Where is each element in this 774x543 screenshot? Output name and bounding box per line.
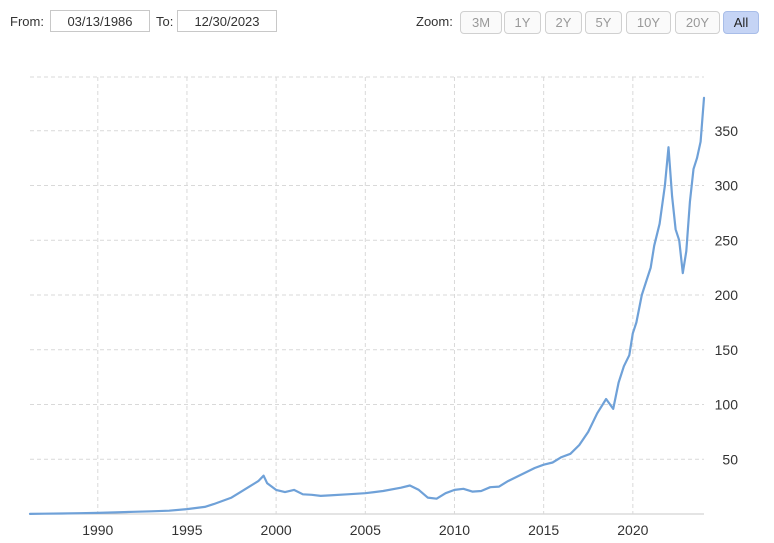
x-tick-label: 2010 — [439, 522, 470, 538]
series-line — [28, 96, 706, 516]
x-tick-label: 1995 — [171, 522, 202, 538]
zoom-button-3m[interactable]: 3M — [460, 11, 502, 34]
x-tick-label: 2015 — [528, 522, 559, 538]
grid-layer — [30, 76, 704, 515]
zoom-button-5y[interactable]: 5Y — [585, 11, 622, 34]
x-tick-label: 1990 — [82, 522, 113, 538]
zoom-button-20y[interactable]: 20Y — [675, 11, 720, 34]
to-label: To: — [156, 14, 174, 29]
x-tick-label: 2000 — [261, 522, 292, 538]
y-tick-label: 300 — [715, 178, 739, 194]
from-date-input[interactable] — [50, 10, 150, 32]
zoom-button-1y[interactable]: 1Y — [504, 11, 541, 34]
y-tick-label: 250 — [715, 232, 739, 248]
zoom-button-10y[interactable]: 10Y — [626, 11, 671, 34]
axis-labels: 50 100 150 200 250 300 350 1990 1995 2000 2005 2010… — [82, 123, 738, 538]
zoom-label: Zoom: — [416, 14, 453, 29]
y-tick-label: 350 — [715, 123, 739, 139]
zoom-button-all[interactable]: All — [723, 11, 759, 34]
to-date-input[interactable] — [177, 10, 277, 32]
x-tick-label: 2020 — [617, 522, 648, 538]
y-tick-label: 100 — [715, 397, 739, 413]
y-tick-label: 150 — [715, 342, 739, 358]
x-tick-label: 2005 — [350, 522, 381, 538]
zoom-button-2y[interactable]: 2Y — [545, 11, 582, 34]
y-tick-label: 200 — [715, 287, 739, 303]
y-tick-label: 50 — [722, 451, 738, 467]
from-label: From: — [10, 14, 44, 29]
